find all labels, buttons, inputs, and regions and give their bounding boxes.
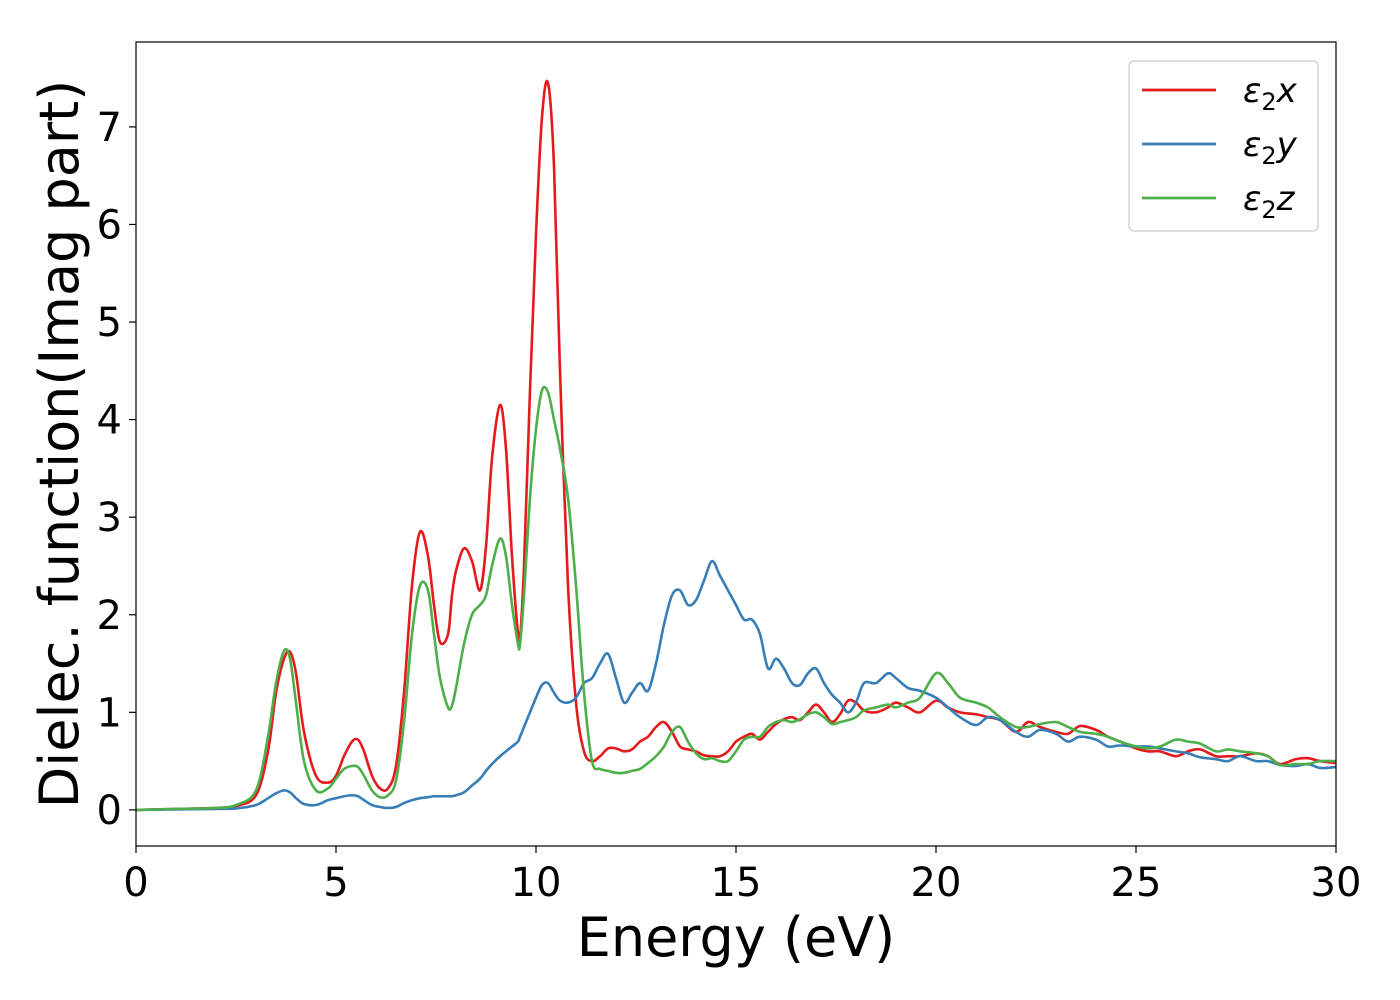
y-tick-label: 6: [97, 202, 122, 248]
y-axis: 0 1 2 3 4 5 6 7: [97, 105, 136, 834]
x-tick-label: 15: [711, 860, 762, 906]
x-axis-title: Energy (eV): [577, 906, 896, 969]
legend: ε2x ε2y ε2z: [1128, 60, 1319, 232]
legend-label-z: ε2z: [1243, 179, 1296, 224]
x-tick-label: 10: [511, 860, 562, 906]
y-tick-label: 7: [97, 105, 122, 151]
y-tick-label: 5: [97, 300, 122, 346]
x-tick-label: 30: [1311, 860, 1362, 906]
x-tick-label: 20: [911, 860, 962, 906]
legend-box: [1128, 60, 1319, 232]
x-tick-label: 0: [123, 860, 148, 906]
y-axis-title: Dielec. function(Imag part): [28, 80, 91, 809]
series-line-x: [136, 79, 1336, 812]
series-line-z: [136, 385, 1336, 812]
x-tick-label: 25: [1111, 860, 1162, 906]
y-tick-label: 3: [97, 495, 122, 541]
x-tick-label: 5: [323, 860, 348, 906]
legend-label-x: ε2x: [1243, 71, 1298, 116]
x-axis: 0 5 10 15 20 25 30: [123, 846, 1361, 906]
y-tick-label: 1: [97, 690, 122, 736]
y-tick-label: 4: [97, 398, 122, 444]
series-layer: [136, 79, 1336, 812]
legend-label-y: ε2y: [1243, 125, 1298, 170]
y-tick-label: 2: [97, 593, 122, 639]
y-tick-label: 0: [97, 788, 122, 834]
series-line-y: [136, 559, 1336, 812]
